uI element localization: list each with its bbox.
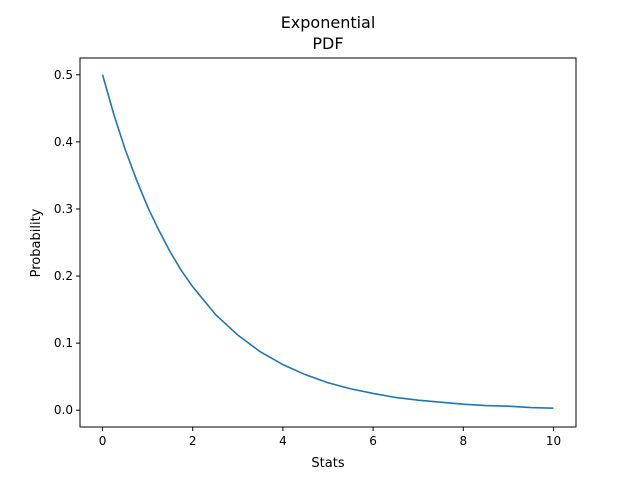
x-tick-label: 10: [546, 434, 561, 448]
x-axis-label: Stats: [311, 456, 344, 471]
chart-title-line-1: Exponential: [281, 13, 376, 32]
x-tick-label: 6: [369, 434, 377, 448]
y-tick-label: 0.2: [54, 269, 73, 283]
x-tick-label: 8: [459, 434, 467, 448]
y-axis-label: Probability: [29, 208, 44, 277]
y-tick-label: 0.5: [54, 68, 73, 82]
y-tick-label: 0.1: [54, 336, 73, 350]
plot-area: [101, 74, 554, 410]
x-tick-label: 4: [279, 434, 287, 448]
y-tick-label: 0.0: [54, 403, 73, 417]
x-tick-label: 2: [189, 434, 197, 448]
series-line-0: [101, 74, 554, 410]
plot-frame: [79, 57, 577, 428]
y-tick-label: 0.4: [54, 135, 73, 149]
y-tick-label: 0.3: [54, 202, 73, 216]
chart-title-line-2: PDF: [312, 34, 343, 53]
x-tick-label: 0: [99, 434, 107, 448]
